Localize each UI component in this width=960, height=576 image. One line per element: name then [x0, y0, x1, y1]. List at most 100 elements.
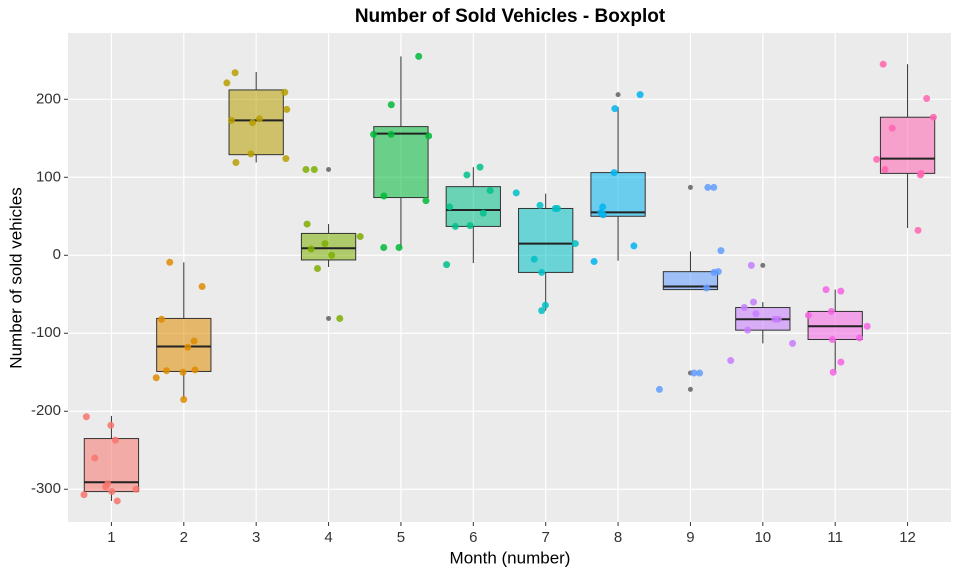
- point: [255, 115, 263, 123]
- point: [827, 307, 835, 315]
- point: [356, 233, 364, 241]
- x-tick-label: 7: [542, 529, 550, 546]
- point: [191, 366, 199, 374]
- point: [328, 251, 336, 259]
- point: [829, 368, 837, 376]
- point: [704, 183, 712, 191]
- x-axis-title: Month (number): [450, 548, 571, 567]
- point: [744, 326, 752, 334]
- box: [373, 126, 429, 199]
- point: [387, 130, 395, 138]
- point: [227, 116, 235, 124]
- point: [158, 315, 166, 323]
- point: [466, 222, 474, 230]
- point: [551, 204, 559, 212]
- box: [662, 271, 719, 291]
- x-tick-label: 11: [827, 529, 843, 546]
- point: [740, 304, 748, 312]
- point: [370, 130, 378, 138]
- point: [443, 261, 451, 269]
- point: [232, 158, 240, 166]
- point: [727, 357, 735, 365]
- point: [804, 311, 812, 319]
- point: [180, 396, 188, 404]
- outlier: [687, 184, 693, 190]
- point: [538, 307, 546, 315]
- point: [690, 369, 698, 377]
- point: [611, 105, 619, 113]
- point: [247, 150, 255, 158]
- point: [108, 488, 116, 496]
- point: [380, 192, 388, 200]
- point: [703, 284, 711, 292]
- outlier: [760, 262, 766, 268]
- point: [571, 240, 579, 248]
- point: [873, 155, 881, 163]
- point: [541, 301, 549, 309]
- chart-title: Number of Sold Vehicles - Boxplot: [355, 6, 666, 27]
- point: [82, 413, 90, 421]
- point: [916, 171, 924, 179]
- point: [914, 226, 922, 234]
- x-tick-label: 4: [324, 529, 332, 546]
- point: [310, 165, 318, 173]
- point: [231, 69, 239, 77]
- outlier: [326, 315, 332, 321]
- x-tick-label: 10: [754, 529, 771, 546]
- point: [538, 268, 546, 276]
- point: [223, 79, 231, 87]
- point: [314, 265, 322, 273]
- x-tick-label: 5: [397, 529, 405, 546]
- point: [249, 119, 257, 127]
- point: [710, 183, 718, 191]
- outlier: [326, 166, 332, 172]
- point: [752, 310, 760, 318]
- point: [387, 101, 395, 109]
- point: [636, 91, 644, 99]
- point: [881, 165, 889, 173]
- point: [179, 368, 187, 376]
- box: [518, 207, 574, 273]
- point: [888, 124, 896, 132]
- point: [163, 367, 171, 375]
- point: [113, 497, 121, 505]
- point: [166, 258, 174, 266]
- y-tick-label: 100: [36, 168, 61, 185]
- point: [107, 421, 115, 429]
- outlier: [687, 386, 693, 392]
- point: [837, 358, 845, 366]
- x-tick-label: 9: [686, 529, 694, 546]
- x-tick-label: 6: [469, 529, 477, 546]
- point: [302, 165, 310, 173]
- point: [425, 132, 433, 140]
- point: [91, 454, 99, 462]
- y-tick-label: -300: [31, 480, 61, 497]
- point: [446, 203, 454, 211]
- point: [610, 169, 618, 177]
- point: [486, 187, 494, 195]
- y-tick-label: -100: [31, 324, 61, 341]
- point: [837, 287, 845, 295]
- point: [630, 242, 638, 250]
- point: [283, 105, 291, 113]
- point: [80, 491, 88, 499]
- point: [599, 203, 607, 211]
- point: [422, 197, 430, 205]
- box: [156, 317, 212, 372]
- point: [789, 339, 797, 347]
- point: [415, 52, 423, 60]
- y-tick-label: -200: [31, 402, 61, 419]
- point: [774, 315, 782, 323]
- point: [479, 209, 487, 217]
- point: [828, 336, 836, 344]
- point: [590, 258, 598, 266]
- point: [536, 201, 544, 209]
- point: [152, 374, 160, 382]
- x-tick-label: 8: [614, 529, 622, 546]
- point: [111, 436, 119, 444]
- point: [190, 337, 198, 345]
- point: [321, 240, 329, 248]
- box: [879, 116, 936, 174]
